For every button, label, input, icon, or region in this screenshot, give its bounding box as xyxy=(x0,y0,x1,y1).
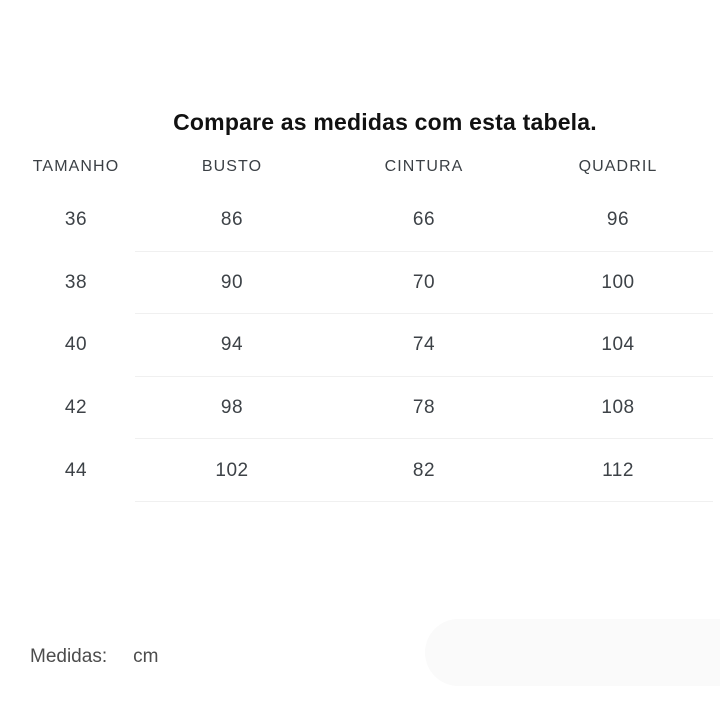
cell-bust: 94 xyxy=(220,334,244,356)
cell-waist: 66 xyxy=(412,209,436,231)
table-row: 42 98 78 108 xyxy=(0,377,720,440)
cell-bust: 86 xyxy=(220,209,244,231)
cell-hip: 100 xyxy=(601,271,635,293)
cell-waist: 70 xyxy=(412,271,436,293)
cell-size: 44 xyxy=(64,459,88,481)
cell-size: 42 xyxy=(64,397,88,419)
cell-hip: 108 xyxy=(601,397,635,419)
cell-hip: 96 xyxy=(606,209,630,231)
cell-waist: 78 xyxy=(412,397,436,419)
cell-size: 38 xyxy=(64,271,88,293)
cell-hip: 112 xyxy=(602,459,634,481)
cell-waist: 82 xyxy=(412,459,436,481)
column-header-busto: BUSTO xyxy=(201,158,263,175)
table-row: 40 94 74 104 xyxy=(0,314,720,377)
cutoff-rounded-shape xyxy=(425,619,720,686)
column-header-cintura: CINTURA xyxy=(384,158,464,175)
table-row: 36 86 66 96 xyxy=(0,189,720,252)
table-row: 38 90 70 100 xyxy=(0,252,720,315)
cell-size: 40 xyxy=(64,334,88,356)
cell-waist: 74 xyxy=(412,334,436,356)
size-table: TAMANHO BUSTO CINTURA QUADRIL 36 86 66 9… xyxy=(0,145,720,502)
cell-size: 36 xyxy=(64,209,88,231)
row-divider xyxy=(135,438,713,440)
column-header-quadril: QUADRIL xyxy=(578,158,658,175)
measurement-unit-value: cm xyxy=(133,646,159,667)
cell-bust: 102 xyxy=(215,459,249,481)
cell-bust: 98 xyxy=(220,397,244,419)
table-row: 44 102 82 112 xyxy=(0,439,720,502)
row-divider xyxy=(135,250,713,252)
row-divider xyxy=(135,375,713,377)
measurement-unit: Medidas: cm xyxy=(30,645,158,669)
table-header-row: TAMANHO BUSTO CINTURA QUADRIL xyxy=(0,145,720,189)
measurement-unit-label: Medidas: xyxy=(30,646,108,667)
column-header-tamanho: TAMANHO xyxy=(32,158,120,175)
cell-bust: 90 xyxy=(220,271,244,293)
page-title: Compare as medidas com esta tabela. xyxy=(173,109,597,135)
row-divider xyxy=(135,500,713,502)
row-divider xyxy=(135,313,713,315)
cell-hip: 104 xyxy=(601,334,635,356)
